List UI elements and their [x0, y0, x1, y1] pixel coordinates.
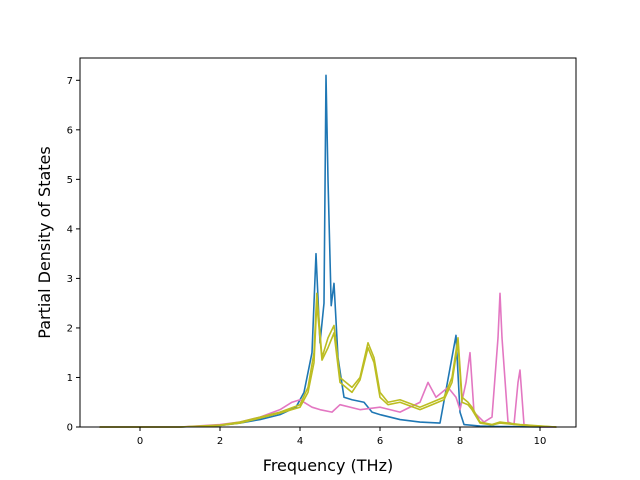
y-tick-label: 4 — [67, 224, 73, 235]
series-layer — [99, 74, 557, 428]
x-tick-label: 6 — [377, 436, 383, 447]
x-tick-label: 2 — [217, 436, 223, 447]
series-line-3 — [99, 292, 557, 428]
x-tick-label: 4 — [297, 436, 303, 447]
series-line-2 — [99, 292, 557, 428]
y-tick-label: 5 — [67, 175, 73, 186]
y-tick-label: 7 — [67, 76, 73, 87]
ticks-layer: 0 2 4 6 8 10 0 1 2 3 4 5 6 7 — [67, 76, 547, 447]
y-tick-label: 6 — [67, 125, 73, 136]
x-tick-label: 0 — [137, 436, 143, 447]
x-axis-label: Frequency (THz) — [263, 456, 393, 475]
plot-frame — [79, 57, 577, 428]
y-tick-label: 0 — [67, 423, 73, 434]
y-tick-label: 2 — [67, 323, 73, 334]
x-tick-label: 10 — [534, 436, 547, 447]
series-line-1 — [99, 74, 557, 428]
series-line-4 — [99, 302, 557, 428]
y-tick-label: 1 — [67, 373, 73, 384]
x-tick-label: 8 — [457, 436, 463, 447]
y-axis-label: Partial Density of States — [35, 146, 54, 338]
y-tick-label: 3 — [67, 274, 73, 285]
